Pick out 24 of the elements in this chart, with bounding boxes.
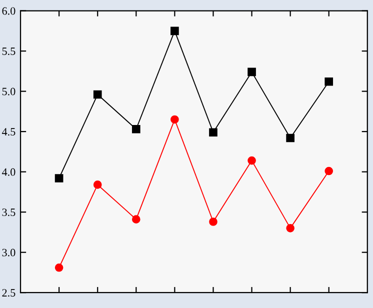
point [170, 26, 179, 36]
point [93, 90, 102, 99]
point [209, 218, 218, 226]
point [132, 124, 140, 134]
point [54, 263, 64, 272]
point [324, 166, 334, 176]
point [286, 134, 294, 142]
point [248, 156, 256, 165]
point [93, 180, 102, 189]
y-tick-label: 3.5 [2, 208, 16, 216]
y-tick-label: 3.0 [2, 248, 16, 256]
y-tick-label: 5.0 [2, 88, 16, 96]
point [170, 115, 179, 124]
point [248, 68, 256, 76]
point [324, 77, 334, 86]
y-tick-label: 4.5 [2, 128, 16, 136]
y-tick-label: 2.5 [2, 289, 16, 297]
y-tick-label: 6.0 [2, 7, 16, 15]
point [54, 174, 64, 182]
y-tick-label: 5.5 [2, 48, 16, 56]
point [132, 215, 140, 224]
point [286, 224, 294, 232]
point [209, 128, 218, 137]
y-tick-label: 4.0 [2, 168, 16, 176]
